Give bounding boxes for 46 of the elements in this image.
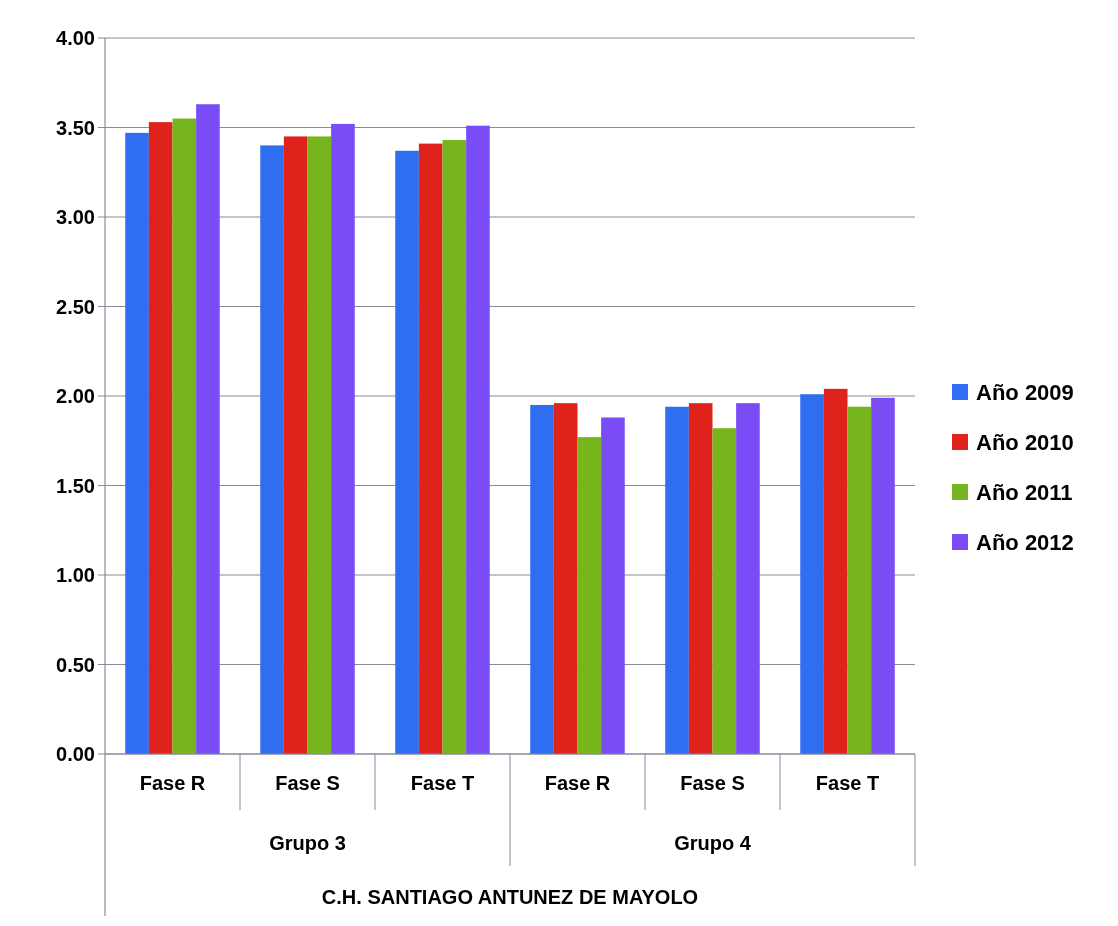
x-tick-label: Fase R xyxy=(139,772,206,794)
legend-label: Año 2010 xyxy=(976,429,1074,455)
legend-label: Año 2011 xyxy=(976,479,1073,505)
y-tick-label: 3.50 xyxy=(56,116,95,139)
bar xyxy=(418,143,443,754)
legend-label: Año 2012 xyxy=(976,529,1074,555)
bar xyxy=(125,132,149,754)
bar xyxy=(172,118,197,754)
bar xyxy=(712,428,737,754)
legend-label: Año 2009 xyxy=(976,379,1074,405)
x-tick-label: Fase S xyxy=(680,772,745,794)
y-tick-label: 2.50 xyxy=(56,295,95,318)
bar xyxy=(871,397,895,754)
bar xyxy=(553,403,578,754)
bar xyxy=(442,140,467,754)
y-tick-label: 1.00 xyxy=(56,564,95,586)
x-tick-label: Fase S xyxy=(275,772,340,794)
x-tick-label: Fase R xyxy=(544,772,611,794)
bar xyxy=(395,150,419,754)
y-tick-label: 1.50 xyxy=(56,474,95,497)
bar xyxy=(847,406,872,754)
y-tick-label: 0.00 xyxy=(56,743,95,765)
y-tick-label: 0.50 xyxy=(56,653,95,676)
bar xyxy=(736,403,760,754)
bar xyxy=(800,394,824,754)
bar xyxy=(307,136,332,754)
text: Grupo 3 xyxy=(269,832,346,854)
bar xyxy=(823,388,848,754)
bar xyxy=(688,403,713,754)
text: Grupo 4 xyxy=(674,832,752,854)
bar xyxy=(260,145,284,754)
bar xyxy=(196,104,220,754)
bar xyxy=(283,136,308,754)
bar xyxy=(665,406,689,754)
bar xyxy=(466,125,490,754)
y-tick-label: 3.00 xyxy=(56,206,95,228)
bar xyxy=(530,404,554,754)
x-axis-title: C.H. SANTIAGO ANTUNEZ DE MAYOLO xyxy=(321,886,699,908)
bar xyxy=(331,123,355,754)
bar xyxy=(601,417,625,754)
y-tick-label: 2.00 xyxy=(56,385,95,407)
bar xyxy=(148,122,173,754)
y-tick-label: 4.00 xyxy=(56,27,95,49)
bar xyxy=(577,437,602,754)
x-tick-label: Fase T xyxy=(815,772,880,794)
x-tick-label: Fase T xyxy=(410,772,475,794)
